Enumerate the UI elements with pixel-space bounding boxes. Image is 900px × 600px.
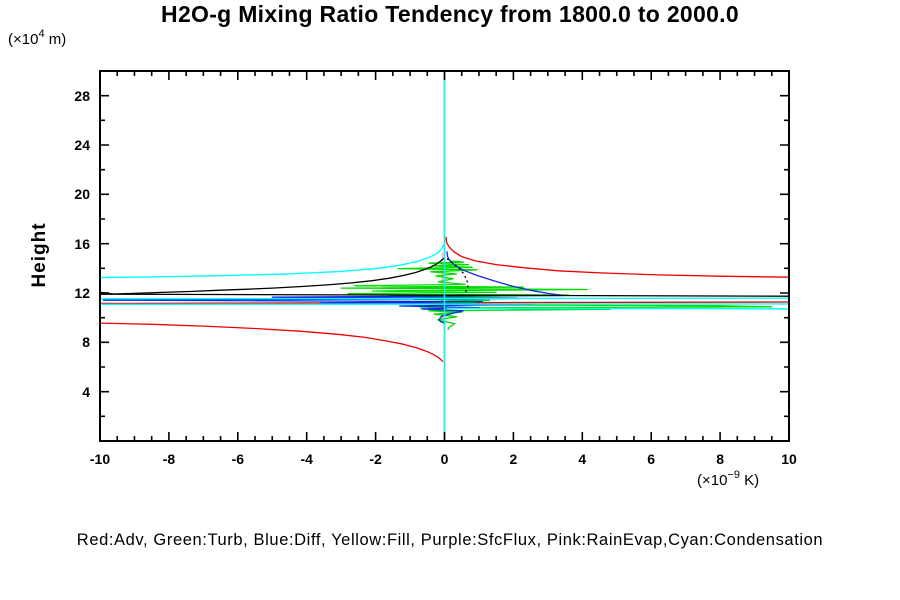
x-unit-prefix: (×10 [697,472,728,489]
series-Adv [99,322,444,363]
y-tick-label: 20 [74,186,90,203]
y-axis-unit-label: (×104 m) [8,28,67,48]
x-tick-label: 0 [440,451,449,467]
x-unit-exponent: −9 [727,469,740,481]
series-Diff [102,251,565,325]
x-tick-label: -10 [89,451,111,467]
x-axis-unit-label: (×10−9 K) [697,469,760,489]
x-tick-label: -8 [162,451,176,467]
x-tick-label: 4 [578,451,587,467]
y-tick-label: 16 [74,235,90,252]
series-Condensation [99,243,445,279]
y-tick-label: 12 [74,285,90,301]
axis-ticks [99,71,790,441]
y-unit-prefix: (×10 [8,31,39,48]
series-Condensation [99,297,790,300]
x-tick-label: 8 [716,451,724,467]
series-Turb [340,260,773,330]
y-unit-exponent: 4 [38,28,45,40]
x-tick-label: -4 [300,451,313,467]
y-tick-label: 4 [82,383,90,400]
y-unit-suffix: m) [44,31,67,48]
series-unlabeled-black [99,258,444,295]
x-tick-label: 6 [647,451,656,467]
series-Adv [445,236,790,278]
x-tick-label: 2 [509,451,518,467]
y-tick-label: 24 [74,137,90,153]
x-tick-label: 10 [781,451,797,467]
y-tick-label: 8 [82,334,90,351]
x-unit-suffix: K) [740,472,760,489]
x-tick-label: -2 [369,451,382,467]
chart-title: H2O-g Mixing Ratio Tendency from 1800.0 … [161,1,739,27]
series-Condensation [446,307,790,310]
y-tick-label: 28 [74,87,90,104]
legend-text: Red:Adv, Green:Turb, Blue:Diff, Yellow:F… [76,531,824,549]
x-tick-label: -6 [231,451,245,467]
series-unlabeled-black [442,256,469,297]
